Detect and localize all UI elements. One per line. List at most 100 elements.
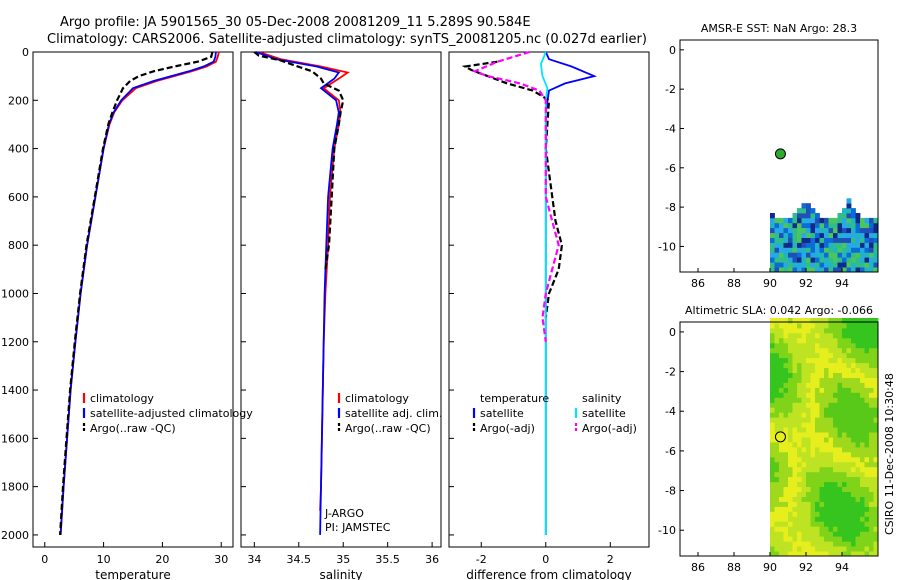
sla_map-heatmap-cell (783, 347, 789, 354)
sla_map-heatmap-cell (846, 541, 852, 547)
sst_map-heatmap-cell (842, 267, 847, 273)
sla_map-heatmap-cell (873, 387, 879, 393)
sla_map-heatmap-cell (792, 481, 798, 487)
sla_map-xtick-label: 90 (763, 561, 777, 574)
sla_map-heatmap-cell (873, 516, 879, 522)
sla_map-heatmap-cell (774, 402, 780, 408)
sla_map-heatmap-cell (837, 456, 843, 463)
sla_map-heatmap-cell (873, 382, 879, 388)
sla_map-heatmap-cell (833, 486, 838, 492)
sla_map-heatmap-cell (806, 476, 811, 483)
sla_map-heatmap-cell (864, 342, 870, 349)
sla_map-heatmap-cell (864, 481, 870, 487)
sla_map-heatmap-cell (774, 347, 780, 354)
sla_map-heatmap-cell (819, 357, 825, 364)
sla_map-heatmap-cell (788, 382, 793, 388)
sla_map-heatmap-cell (842, 546, 847, 552)
sla_map-heatmap-cell (788, 442, 793, 448)
sla_map-heatmap-cell (824, 427, 829, 433)
sst_map-heatmap-cell (842, 262, 847, 268)
salinity-series-2 (253, 51, 345, 270)
sla_map-heatmap-cell (770, 471, 775, 478)
sla_map-heatmap-cell (797, 516, 802, 522)
sla_map-heatmap-cell (806, 352, 811, 359)
sla_map-heatmap-cell (846, 318, 852, 324)
sst_map-heatmap-cell (860, 247, 865, 253)
sst_map-heatmap-cell (770, 232, 775, 238)
sla_map-heatmap-cell (837, 516, 843, 522)
sla_map-heatmap-cell (819, 347, 825, 354)
sla_map-heatmap-cell (779, 427, 784, 433)
sla_map-heatmap-cell (828, 466, 834, 473)
sla_map-heatmap-cell (792, 427, 798, 433)
sst_map-heatmap-cell (810, 208, 816, 214)
sla_map-heatmap-cell (806, 437, 811, 443)
sla_map-heatmap-cell (788, 486, 793, 492)
sla_map-heatmap-cell (779, 491, 784, 497)
sst_map-heatmap-cell (788, 232, 793, 238)
sla_map-heatmap-cell (842, 372, 847, 378)
sla_map-heatmap-cell (869, 476, 874, 483)
sla_map-heatmap-cell (855, 387, 861, 393)
sst_map-heatmap-cell (851, 208, 856, 214)
sla_map-heatmap-cell (792, 392, 798, 398)
sla_map-heatmap-cell (797, 422, 802, 428)
sla_map-heatmap-cell (837, 526, 843, 532)
sla_map-heatmap-cell (792, 506, 798, 512)
sla_map-heatmap-cell (837, 427, 843, 433)
sla_map-heatmap-cell (797, 372, 802, 378)
sla_map-heatmap-cell (797, 323, 802, 329)
sst_map-heatmap-cell (846, 252, 852, 258)
sla_map-heatmap-cell (797, 546, 802, 552)
sla_map-heatmap-cell (770, 392, 775, 398)
sla_map-heatmap-cell (824, 456, 829, 463)
sla_map-heatmap-cell (770, 377, 775, 383)
sst_map-heatmap-cell (846, 237, 852, 243)
sla_map-heatmap-cell (860, 318, 865, 324)
sla_map-heatmap-cell (819, 437, 825, 443)
sla_map-heatmap-cell (842, 318, 847, 324)
sla_map-heatmap-cell (860, 461, 865, 468)
sla_map-heatmap-cell (797, 332, 802, 339)
sla_map-heatmap-cell (806, 342, 811, 349)
sla_map-heatmap-cell (873, 486, 879, 492)
sla_map-heatmap-cell (873, 476, 879, 483)
sla_map-heatmap-cell (774, 412, 780, 418)
sla_map-heatmap-cell (828, 511, 834, 517)
sla_map-heatmap-cell (815, 471, 820, 478)
sla_map-heatmap-cell (806, 432, 811, 438)
sla_map-heatmap-cell (810, 476, 816, 483)
sla_map-xtick-label: 86 (691, 561, 705, 574)
sla_map-heatmap-cell (833, 392, 838, 398)
sla_map-heatmap-cell (810, 367, 816, 373)
sla_map-heatmap-cell (792, 446, 798, 453)
sla_map-heatmap-cell (860, 327, 865, 334)
sst_map-heatmap-cell (851, 247, 856, 253)
sst_map-heatmap-cell (797, 232, 802, 238)
sla_map-heatmap-cell (851, 347, 856, 354)
sla_map-heatmap-cell (846, 362, 852, 369)
sla_map-heatmap-cell (855, 382, 861, 388)
sla_map-heatmap-cell (833, 531, 838, 537)
sla_map-heatmap-cell (824, 372, 829, 378)
sla_map-heatmap-cell (846, 486, 852, 492)
sla_map-heatmap-cell (788, 501, 793, 507)
sla_map-heatmap-cell (783, 481, 789, 487)
sla_map-heatmap-cell (828, 481, 834, 487)
sla_map-heatmap-cell (824, 417, 829, 423)
sla_map-heatmap-cell (842, 332, 847, 339)
sla_map-heatmap-cell (842, 466, 847, 473)
sst_map-heatmap-cell (860, 267, 865, 273)
sla_map-heatmap-cell (860, 442, 865, 448)
sla_map-heatmap-cell (855, 451, 861, 458)
sla_map-heatmap-cell (770, 382, 775, 388)
sla_map-heatmap-cell (806, 387, 811, 393)
sla_map-heatmap-cell (792, 461, 798, 468)
sla_map-heatmap-cell (806, 377, 811, 383)
sla_map-heatmap-cell (788, 536, 793, 542)
sla_map-heatmap-cell (855, 332, 861, 339)
sla_map-heatmap-cell (846, 367, 852, 373)
sla_map-heatmap-cell (819, 332, 825, 339)
sst_map-xtick-label: 92 (799, 277, 813, 290)
sla_map-heatmap-cell (869, 382, 874, 388)
